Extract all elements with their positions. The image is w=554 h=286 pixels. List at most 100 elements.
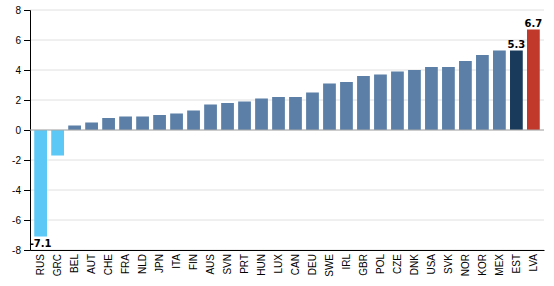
y-tick-label: 4 [15, 65, 21, 76]
x-tick-label: GRC [52, 254, 63, 276]
y-tick-label: -8 [12, 245, 21, 256]
x-tick: BEL [69, 250, 80, 273]
y-tick: 6 [15, 35, 30, 46]
x-axis-line [31, 250, 545, 251]
x-tick: JPN [154, 250, 165, 273]
x-tick: LUX [273, 250, 284, 273]
y-tick-label: 2 [15, 95, 21, 106]
x-tick: DEU [307, 250, 318, 275]
x-tick: EST [511, 250, 522, 273]
y-tick: 4 [15, 65, 30, 76]
bar [476, 55, 489, 130]
x-tick: HUN [256, 250, 267, 276]
x-tick-label: PRT [239, 254, 250, 274]
y-tick-label: 6 [15, 35, 21, 46]
x-tick: LVA [528, 250, 539, 271]
grid-line [30, 130, 544, 131]
bar [459, 61, 472, 130]
y-tick-mark [24, 40, 30, 41]
y-tick-label: 8 [15, 5, 21, 16]
bar [272, 97, 285, 130]
x-tick: NLD [137, 250, 148, 274]
chart: -8-6-4-202468RUSGRCBELAUTCHEFRANLDJPNITA… [0, 0, 554, 286]
y-tick-mark [24, 10, 30, 11]
x-tick: SWE [324, 250, 335, 277]
x-tick: AUS [205, 250, 216, 275]
x-tick-label: LUX [273, 254, 284, 274]
y-axis-line [24, 11, 31, 251]
grid [30, 10, 544, 250]
bar [255, 99, 268, 131]
grid-line [30, 190, 544, 191]
bar [493, 51, 506, 131]
x-tick-label: RUS [35, 254, 46, 275]
bar [136, 117, 149, 131]
bar [204, 105, 217, 131]
bar [221, 103, 234, 130]
x-tick: FRA [120, 250, 131, 274]
x-tick-label: HUN [256, 254, 267, 276]
annotation: 5.3 [508, 39, 526, 50]
baseline [30, 130, 544, 131]
x-tick-label: FRA [120, 254, 131, 274]
x-tick-label: AUT [86, 254, 97, 274]
y-tick: -6 [12, 215, 30, 226]
y-tick-mark [24, 220, 30, 221]
x-tick: SVK [443, 250, 454, 274]
y-tick-mark [24, 250, 30, 251]
x-tick-label: JPN [154, 254, 165, 273]
x-tick-label: DNK [409, 254, 420, 275]
x-tick-label: SVN [222, 254, 233, 275]
x-tick: KOR [477, 250, 488, 276]
x-tick: GRC [52, 250, 63, 276]
y-tick: -2 [12, 155, 30, 166]
x-tick-label: USA [426, 254, 437, 275]
x-tick: DNK [409, 250, 420, 275]
plot: -8-6-4-202468RUSGRCBELAUTCHEFRANLDJPNITA… [12, 5, 544, 277]
y-tick-label: 0 [15, 125, 21, 136]
x-tick-label: SVK [443, 254, 454, 274]
bar [374, 75, 387, 131]
x-tick-label: EST [511, 254, 522, 273]
y-tick: -8 [12, 245, 30, 256]
bar [119, 117, 132, 131]
x-tick-label: FIN [188, 254, 199, 270]
bar [170, 114, 183, 131]
y-tick-mark [24, 100, 30, 101]
x-tick: MEX [494, 250, 505, 276]
y-tick-label: -4 [12, 185, 21, 196]
x-tick-label: ITA [171, 254, 182, 269]
grid-line [30, 160, 544, 161]
x-tick: NOR [460, 250, 471, 276]
annotation: 6.7 [525, 18, 543, 29]
x-tick: USA [426, 250, 437, 275]
x-tick: CAN [290, 250, 301, 275]
y-tick: 2 [15, 95, 30, 106]
y-tick-label: -6 [12, 215, 21, 226]
y-tick-mark [24, 190, 30, 191]
y-tick-mark [24, 130, 30, 131]
bar [289, 97, 302, 130]
y-tick-mark [24, 160, 30, 161]
x-tick: GBR [358, 250, 369, 276]
bar [323, 84, 336, 131]
x-tick: IRL [341, 250, 352, 270]
bar [527, 30, 540, 131]
bar [187, 111, 200, 131]
bars [34, 30, 540, 237]
x-tick: POL [375, 250, 386, 274]
y-tick: -4 [12, 185, 30, 196]
x-tick: SVN [222, 250, 233, 275]
bar [340, 82, 353, 130]
x-tick-label: BEL [69, 254, 80, 273]
annotation: -7.1 [30, 238, 52, 249]
x-tick: PRT [239, 250, 250, 274]
x-tick-label: GBR [358, 254, 369, 276]
bar [153, 115, 166, 130]
x-tick-label: CZE [392, 254, 403, 274]
x-tick: RUS [35, 250, 46, 275]
y-tick: 0 [15, 125, 30, 136]
y-tick-mark [24, 70, 30, 71]
x-tick-label: IRL [341, 254, 352, 270]
bar [34, 130, 47, 237]
